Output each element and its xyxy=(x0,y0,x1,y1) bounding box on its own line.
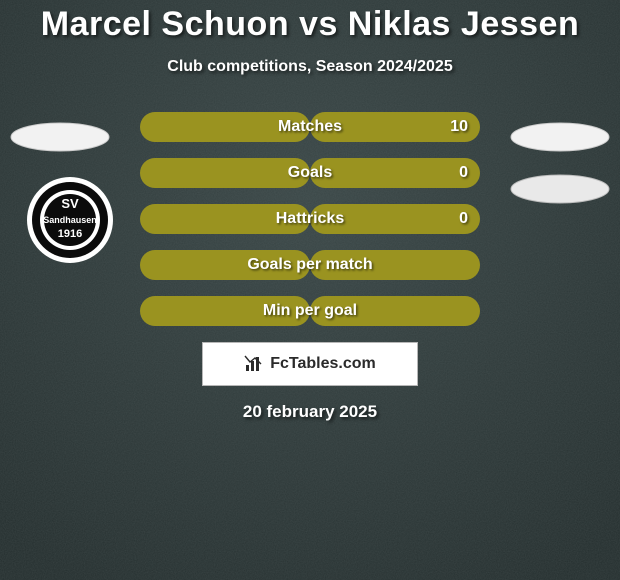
stat-bar-left xyxy=(140,158,310,188)
stat-bar-right xyxy=(310,158,480,188)
page-title: Marcel Schuon vs Niklas Jessen xyxy=(0,5,620,44)
player-left-flag xyxy=(10,122,110,152)
stat-bar-left xyxy=(140,112,310,142)
stat-bar-left xyxy=(140,250,310,280)
player-right-flag xyxy=(510,122,610,152)
stat-row: Min per goal xyxy=(0,296,620,326)
stat-bar-left xyxy=(140,296,310,326)
stat-bar-right xyxy=(310,296,480,326)
badge-text-bot: 1916 xyxy=(58,228,82,240)
date: 20 february 2025 xyxy=(0,402,620,422)
stat-bar-right xyxy=(310,204,480,234)
badge-text-mid: Sandhausen xyxy=(43,215,97,225)
stat-bar-right xyxy=(310,250,480,280)
watermark-box: FcTables.com xyxy=(202,342,418,386)
player-right-flag-2 xyxy=(510,174,610,204)
stat-bar-left xyxy=(140,204,310,234)
badge-text-top: SV xyxy=(61,196,79,211)
bar-chart-icon xyxy=(244,355,266,373)
watermark-text: FcTables.com xyxy=(270,355,376,373)
subtitle: Club competitions, Season 2024/2025 xyxy=(0,58,620,76)
club-badge-left: SV Sandhausen 1916 xyxy=(26,176,114,264)
stat-bar-right xyxy=(310,112,480,142)
